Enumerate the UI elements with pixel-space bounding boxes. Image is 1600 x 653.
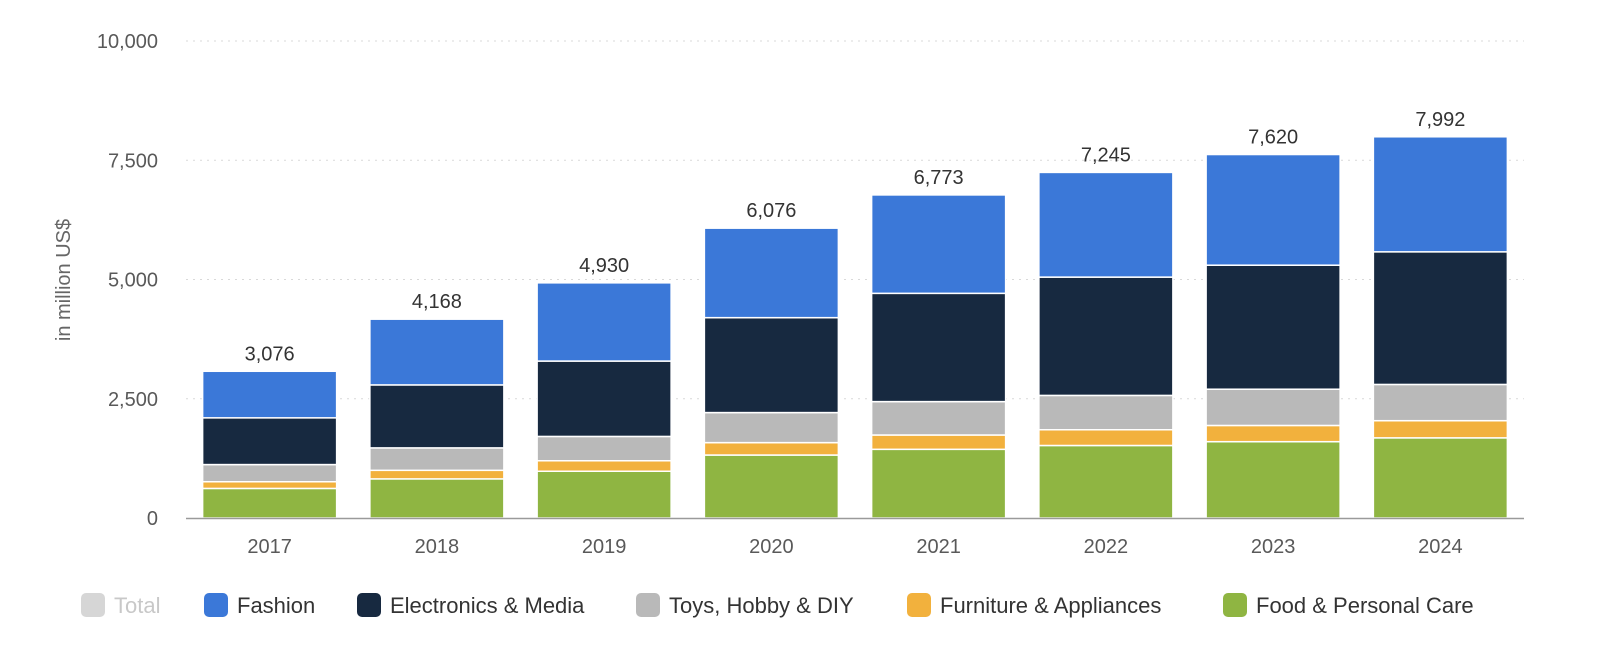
bar-segment[interactable] xyxy=(703,454,840,519)
bar-segment[interactable] xyxy=(369,469,505,480)
bar-segment[interactable] xyxy=(201,370,338,419)
y-tick-label: 7,500 xyxy=(108,150,158,172)
bar-segment[interactable] xyxy=(369,384,505,449)
bar-segment[interactable] xyxy=(870,400,1007,436)
legend-item[interactable]: Electronics & Media xyxy=(357,593,585,618)
bar-segment[interactable] xyxy=(1205,440,1341,519)
bar-segment[interactable] xyxy=(536,360,672,438)
bar-segment[interactable] xyxy=(201,463,338,483)
legend-swatch xyxy=(357,593,381,617)
x-tick-label: 2021 xyxy=(916,536,961,558)
bar-segment[interactable] xyxy=(1205,388,1341,427)
x-tick-label: 2022 xyxy=(1084,536,1129,558)
legend: Total Fashion Electronics & Media Toys, Hob… xyxy=(81,593,1474,618)
bar-segment[interactable] xyxy=(1038,444,1174,519)
total-data-label: 7,245 xyxy=(1081,144,1131,166)
bar-segment[interactable] xyxy=(870,194,1007,295)
legend-swatch xyxy=(204,593,228,617)
bar-segment[interactable] xyxy=(1205,264,1341,390)
bar-segment[interactable] xyxy=(201,417,338,466)
bar-segment[interactable] xyxy=(1038,394,1174,431)
bar-segment[interactable] xyxy=(1372,383,1509,422)
bar-segment[interactable] xyxy=(703,227,840,319)
legend-swatch xyxy=(1223,593,1247,617)
legend-swatch xyxy=(636,593,660,617)
legend-label: Total xyxy=(114,593,160,618)
y-tick-label: 5,000 xyxy=(108,270,158,292)
x-tick-label: 2023 xyxy=(1251,536,1296,558)
y-tick-label: 2,500 xyxy=(108,389,158,411)
legend-label: Fashion xyxy=(237,593,315,618)
legend-item[interactable]: Toys, Hobby & DIY xyxy=(636,593,854,618)
y-tick-label: 10,000 xyxy=(97,31,158,53)
bar-segment[interactable] xyxy=(536,282,672,362)
legend-swatch xyxy=(81,593,105,617)
bars xyxy=(201,136,1509,519)
bar-segment[interactable] xyxy=(1372,437,1509,519)
bar-segment[interactable] xyxy=(1372,136,1509,253)
legend-label: Toys, Hobby & DIY xyxy=(669,593,854,618)
bar-segment[interactable] xyxy=(1372,251,1509,386)
legend-item[interactable]: Fashion xyxy=(204,593,315,618)
bar-segment[interactable] xyxy=(870,292,1007,403)
y-tick-label: 0 xyxy=(147,508,158,530)
bar-segment[interactable] xyxy=(369,447,505,472)
x-tick-label: 2020 xyxy=(749,536,794,558)
legend-item[interactable]: Food & Personal Care xyxy=(1223,593,1474,618)
legend-label: Furniture & Appliances xyxy=(940,593,1161,618)
bar-segment[interactable] xyxy=(870,448,1007,519)
bar-segment[interactable] xyxy=(1038,171,1174,278)
total-data-label: 3,076 xyxy=(245,343,295,365)
bar-segment[interactable] xyxy=(536,435,672,462)
legend-label: Electronics & Media xyxy=(390,593,585,618)
bar-segment[interactable] xyxy=(703,441,840,456)
total-data-label: 7,992 xyxy=(1415,109,1465,131)
bar-segment[interactable] xyxy=(369,478,505,519)
bar-segment[interactable] xyxy=(1205,424,1341,443)
x-axis-ticks: 2017 2018 2019 2020 2021 2022 2023 2024 xyxy=(247,536,1462,558)
x-tick-label: 2019 xyxy=(582,536,627,558)
bar-segment[interactable] xyxy=(369,318,505,386)
bar-segment[interactable] xyxy=(201,487,338,519)
legend-swatch xyxy=(907,593,931,617)
bar-segment[interactable] xyxy=(201,480,338,490)
legend-label: Food & Personal Care xyxy=(1256,593,1474,618)
total-data-label: 4,930 xyxy=(579,255,629,277)
x-tick-label: 2018 xyxy=(415,536,460,558)
total-data-label: 6,076 xyxy=(746,200,796,222)
total-data-label: 4,168 xyxy=(412,291,462,313)
bar-segment[interactable] xyxy=(703,316,840,414)
bar-segment[interactable] xyxy=(1038,429,1174,447)
bar-segment[interactable] xyxy=(870,434,1007,451)
total-data-label: 7,620 xyxy=(1248,127,1298,149)
legend-item[interactable]: Furniture & Appliances xyxy=(907,593,1161,618)
bar-segment[interactable] xyxy=(1038,276,1174,397)
total-data-label: 6,773 xyxy=(914,167,964,189)
total-labels: 3,076 4,168 4,930 6,076 6,773 7,245 7,620 7,992 xyxy=(245,109,1466,365)
bar-segment[interactable] xyxy=(703,411,840,444)
y-axis-title: in million US$ xyxy=(53,219,75,341)
x-tick-label: 2017 xyxy=(247,536,292,558)
y-axis-ticks: 0 2,500 5,000 7,500 10,000 xyxy=(97,31,158,530)
legend-item[interactable]: Total xyxy=(81,593,160,618)
bar-segment[interactable] xyxy=(536,470,672,519)
x-tick-label: 2024 xyxy=(1418,536,1463,558)
bar-segment[interactable] xyxy=(1372,419,1509,439)
bar-segment[interactable] xyxy=(1205,153,1341,266)
bar-segment[interactable] xyxy=(536,460,672,473)
